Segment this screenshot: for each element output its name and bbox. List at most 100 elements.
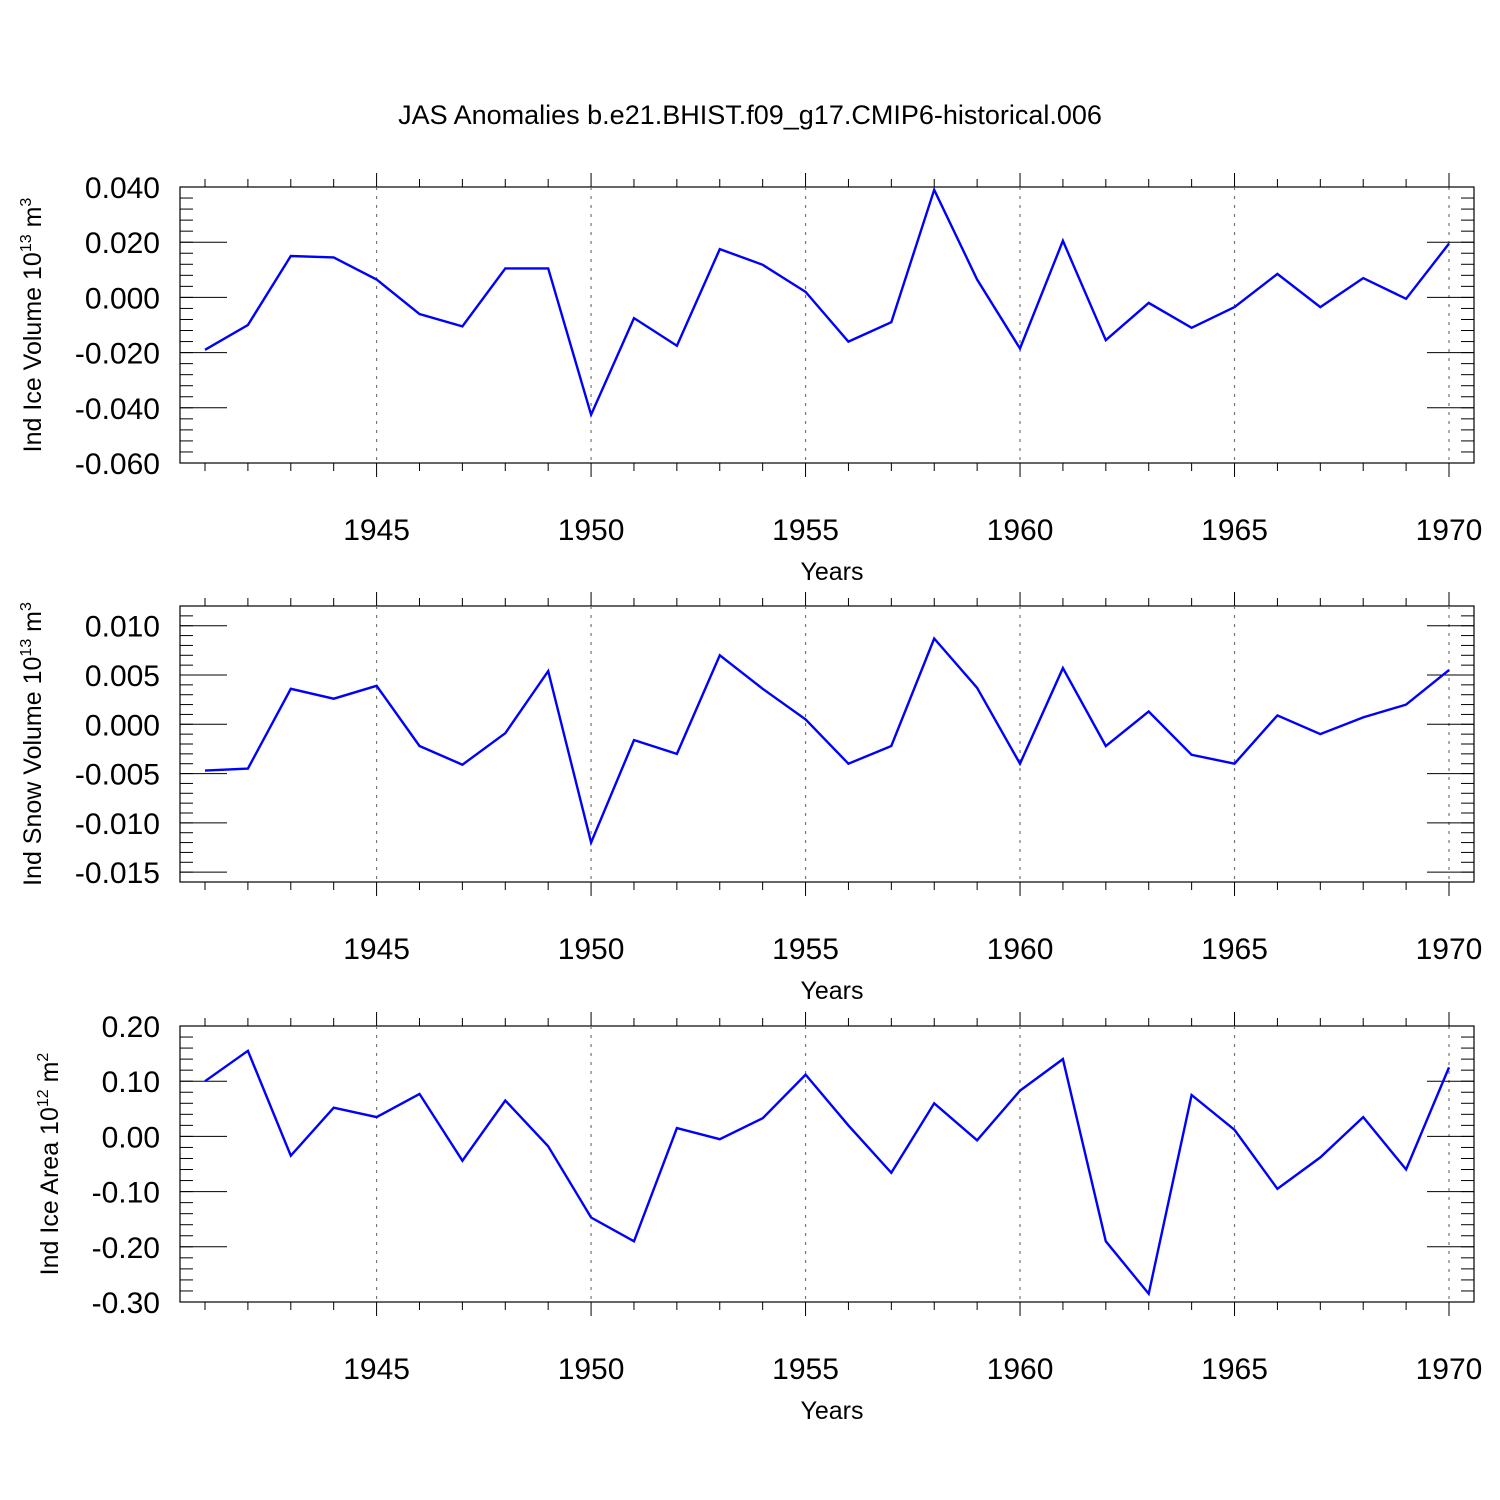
data-point xyxy=(932,1101,936,1105)
y-tick-label: -0.005 xyxy=(75,759,160,792)
data-point xyxy=(503,731,507,735)
x-axis-label: Years xyxy=(800,977,863,1005)
data-point xyxy=(589,1216,593,1220)
data-point xyxy=(846,340,850,344)
x-tick-label: 1960 xyxy=(987,933,1054,966)
data-point xyxy=(1447,668,1451,672)
data-point xyxy=(1061,239,1065,243)
data-point xyxy=(675,752,679,756)
data-point xyxy=(375,684,379,688)
x-tick-label: 1955 xyxy=(772,514,839,547)
y-tick-label: -0.015 xyxy=(75,857,160,890)
data-point xyxy=(203,769,207,773)
y-tick-label: -0.20 xyxy=(92,1232,160,1265)
plot-frame xyxy=(179,1025,1475,1303)
y-axis-label: Ind Ice Area 1012 m2 xyxy=(35,1053,64,1276)
data-point xyxy=(1447,242,1451,246)
data-point xyxy=(503,1099,507,1103)
data-point xyxy=(246,1049,250,1053)
data-point xyxy=(1147,1292,1151,1296)
data-point xyxy=(246,767,250,771)
panel-3: 0.20 0.10 0.00 -0.10 -0.20 -0.30 1945 1950 1955 1… xyxy=(35,1011,1482,1425)
data-point xyxy=(1018,1089,1022,1093)
y-tick-label: -0.020 xyxy=(75,338,160,371)
x-tick-label: 1960 xyxy=(987,514,1054,547)
data-point xyxy=(246,323,250,327)
y-tick-label: 0.005 xyxy=(85,660,160,693)
data-point xyxy=(1018,762,1022,766)
x-tick-label: 1955 xyxy=(772,933,839,966)
y-axis-label: Ind Ice Volume 1013 m3 xyxy=(18,198,47,453)
x-axis-label: Years xyxy=(800,558,863,586)
data-point xyxy=(1318,305,1322,309)
data-point xyxy=(1061,666,1065,670)
data-point xyxy=(718,247,722,251)
data-point xyxy=(975,1138,979,1142)
data-point xyxy=(1275,1187,1279,1191)
data-point xyxy=(1275,272,1279,276)
data-point xyxy=(203,1079,207,1083)
data-point xyxy=(289,687,293,691)
panel-2: 0.010 0.005 0.000 -0.005 -0.010 -0.015 1945 195… xyxy=(18,592,1482,1005)
data-point xyxy=(417,1092,421,1096)
data-point xyxy=(1233,305,1237,309)
data-point xyxy=(675,1126,679,1130)
plot-frame xyxy=(179,186,1475,464)
data-point xyxy=(589,413,593,417)
data-point xyxy=(632,316,636,320)
data-point xyxy=(589,841,593,845)
data-point xyxy=(503,266,507,270)
y-tick-label: -0.040 xyxy=(75,393,160,426)
y-tick-label: 0.00 xyxy=(102,1121,160,1154)
data-point xyxy=(203,348,207,352)
data-point xyxy=(846,1123,850,1127)
data-point xyxy=(375,1115,379,1119)
data-point xyxy=(546,266,550,270)
y-tick-label: 0.10 xyxy=(102,1066,160,1099)
y-tick-label: 0.20 xyxy=(102,1011,160,1044)
data-point xyxy=(1318,1155,1322,1159)
y-tick-label: 0.020 xyxy=(85,227,160,260)
data-point xyxy=(332,697,336,701)
series-line xyxy=(204,636,1450,847)
data-point xyxy=(1233,1128,1237,1132)
data-point xyxy=(632,1239,636,1243)
data-point xyxy=(975,277,979,281)
data-point xyxy=(417,312,421,316)
y-tick-label: -0.010 xyxy=(75,808,160,841)
data-point xyxy=(761,1116,765,1120)
x-tick-label: 1965 xyxy=(1201,933,1268,966)
data-point xyxy=(1447,1065,1451,1069)
data-point xyxy=(804,290,808,294)
data-point xyxy=(1018,346,1022,350)
x-tick-label: 1965 xyxy=(1201,514,1268,547)
x-tick-label: 1945 xyxy=(343,514,410,547)
y-tick-label: -0.30 xyxy=(92,1287,160,1320)
y-tick-label: 0.040 xyxy=(85,172,160,205)
panel-1: 0.040 0.020 0.000 -0.020 -0.040 -0.060 1945 195… xyxy=(18,172,1482,586)
x-tick-label: 1970 xyxy=(1416,1353,1483,1386)
x-tick-label: 1955 xyxy=(772,1353,839,1386)
data-point xyxy=(1147,709,1151,713)
data-point xyxy=(804,1073,808,1077)
y-tick-label: 0.000 xyxy=(85,282,160,315)
data-point xyxy=(289,254,293,258)
x-tick-label: 1960 xyxy=(987,1353,1054,1386)
data-point xyxy=(889,744,893,748)
data-point xyxy=(761,263,765,267)
data-point xyxy=(1190,753,1194,757)
x-tick-label: 1945 xyxy=(343,1353,410,1386)
data-point xyxy=(460,1159,464,1163)
data-point xyxy=(1404,703,1408,707)
data-point xyxy=(932,637,936,641)
x-tick-label: 1970 xyxy=(1416,933,1483,966)
data-point xyxy=(632,738,636,742)
x-tick-label: 1950 xyxy=(558,933,625,966)
data-point xyxy=(375,277,379,281)
data-point xyxy=(1104,744,1108,748)
y-tick-label: 0.010 xyxy=(85,611,160,644)
x-tick-label: 1950 xyxy=(558,1353,625,1386)
chart-title: JAS Anomalies b.e21.BHIST.f09_g17.CMIP6-… xyxy=(398,100,1102,130)
data-point xyxy=(889,1171,893,1175)
